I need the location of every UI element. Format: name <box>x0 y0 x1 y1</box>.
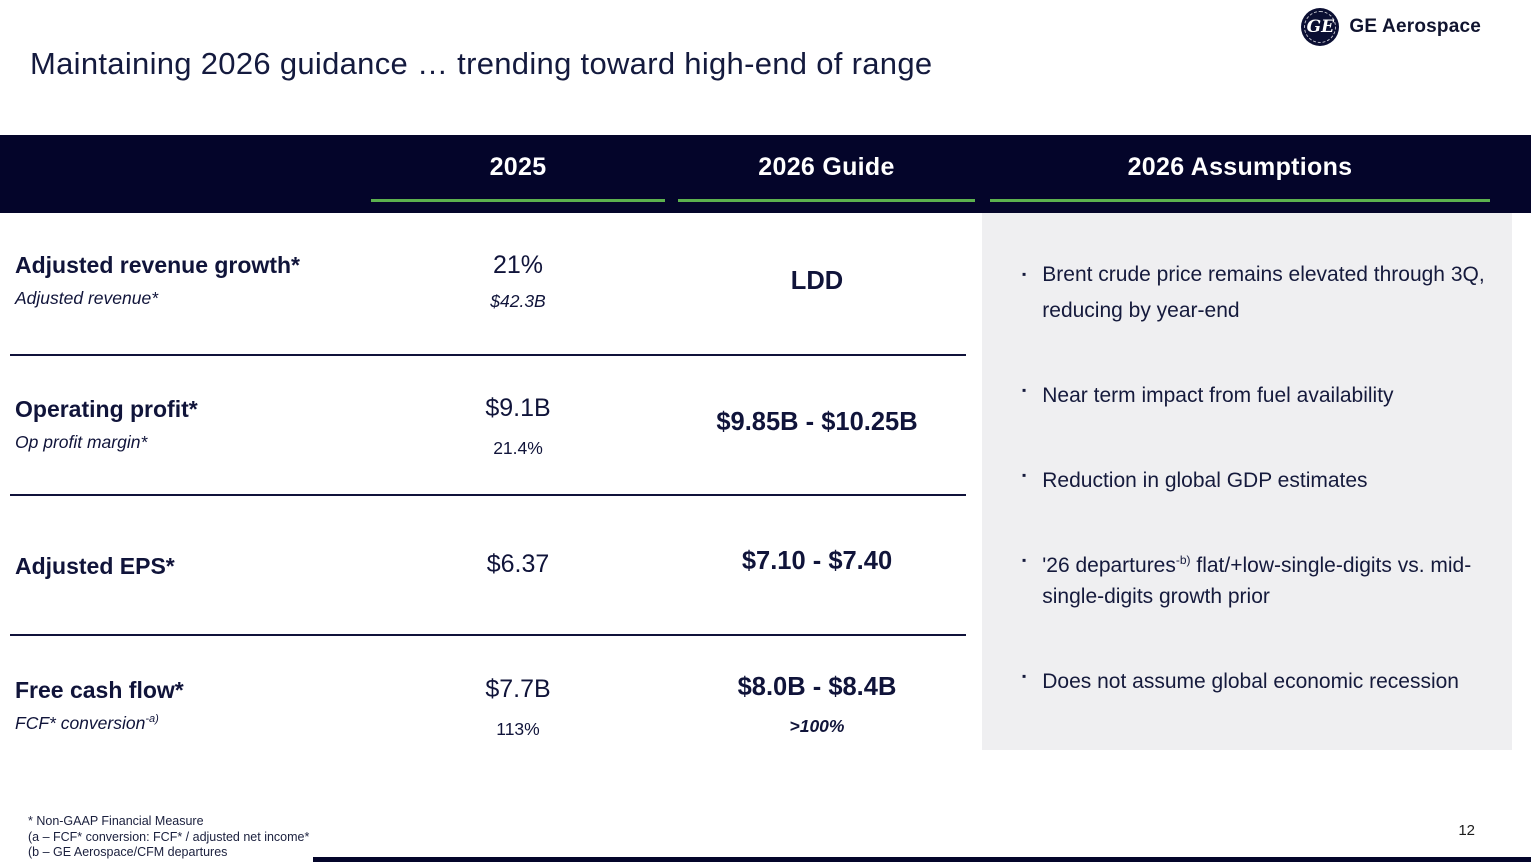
ge-monogram-icon: GE <box>1301 8 1340 46</box>
table-header-bar: 2025 2026 Guide 2026 Assumptions <box>0 135 1531 213</box>
metric-sublabel-sup: -a) <box>145 713 159 726</box>
assumption-text: Near term impact from fuel availability <box>1042 375 1492 411</box>
value-2025-cell: $6.37 <box>371 550 665 579</box>
guide-value: $8.0B - $8.4B <box>737 673 897 701</box>
value-2025-cell: 21% $42.3B <box>371 251 665 312</box>
guide-value: LDD <box>790 267 844 295</box>
guide-value: $9.85B - $10.25B <box>716 408 918 436</box>
list-item: ▪ Reduction in global GDP estimates <box>1022 460 1492 496</box>
metric-sublabel-text: FCF* conversion <box>15 713 146 733</box>
metric-label: Free cash flow* <box>15 677 184 703</box>
metric-label-cell: Adjusted revenue growth* Adjusted revenu… <box>15 252 367 309</box>
bullet-icon: ▪ <box>1022 468 1027 482</box>
footnotes: * Non-GAAP Financial Measure (a – FCF* c… <box>28 814 309 861</box>
assumptions-list: ▪ Brent crude price remains elevated thr… <box>982 213 1512 697</box>
bottom-accent-bar <box>313 857 1531 862</box>
underline-2025 <box>371 199 665 202</box>
footnote-line: (b – GE Aerospace/CFM departures <box>28 845 228 859</box>
column-header-2026-guide: 2026 Guide <box>758 153 895 181</box>
guide-value: $7.10 - $7.40 <box>741 547 893 575</box>
assumption-text-sup: -b) <box>1175 553 1191 567</box>
value-2025-sub: $42.3B <box>490 291 546 311</box>
guide-cell: $8.0B - $8.4B >100% <box>666 673 968 737</box>
table-row: Operating profit* Op profit margin* $9.1… <box>0 356 982 494</box>
ge-monogram-text: GE <box>1306 16 1335 37</box>
row-divider <box>10 494 966 496</box>
assumption-text-pre: '26 departures <box>1042 554 1176 577</box>
metric-label-cell: Operating profit* Op profit margin* <box>15 396 367 453</box>
table-row: Adjusted revenue growth* Adjusted revenu… <box>0 230 982 354</box>
value-2025: $7.7B <box>485 675 551 703</box>
footnote-line: (a – FCF* conversion: FCF* / adjusted ne… <box>28 829 310 844</box>
underline-2026-assumptions <box>990 199 1490 202</box>
assumption-text-post: flat/+low-single-digits vs. mid-single-d… <box>1042 554 1472 608</box>
guide-cell: $7.10 - $7.40 <box>666 547 968 576</box>
metric-label: Adjusted EPS* <box>15 553 175 579</box>
assumption-text-pre: Reduction in global GDP estimates <box>1042 469 1368 492</box>
row-divider <box>10 634 966 636</box>
guide-value-sub: >100% <box>789 716 845 736</box>
assumption-text-pre: Does not assume global economic recessio… <box>1042 670 1459 693</box>
ge-aerospace-logo: GE GE Aerospace <box>1301 8 1481 46</box>
assumption-text-pre: Brent crude price remains elevated throu… <box>1042 263 1485 322</box>
table-row: Free cash flow* FCF* conversion-a) $7.7B… <box>0 636 982 770</box>
metric-sublabel-text: Adjusted revenue* <box>15 288 159 308</box>
metric-sublabel: Adjusted revenue* <box>15 288 367 309</box>
bullet-icon: ▪ <box>1022 553 1027 567</box>
metric-label: Operating profit* <box>15 396 198 422</box>
column-header-2025: 2025 <box>489 153 547 181</box>
metric-sublabel-text: Op profit margin* <box>15 432 148 452</box>
bullet-icon: ▪ <box>1022 383 1027 397</box>
value-2025-sub: 113% <box>496 719 540 739</box>
metric-label: Adjusted revenue growth* <box>15 252 300 278</box>
assumption-text: '26 departures-b) flat/+low-single-digit… <box>1042 545 1492 612</box>
guide-cell: $9.85B - $10.25B <box>666 408 968 437</box>
assumptions-panel: ▪ Brent crude price remains elevated thr… <box>982 213 1512 750</box>
assumption-text-pre: Near term impact from fuel availability <box>1042 384 1394 407</box>
list-item: ▪ Near term impact from fuel availabilit… <box>1022 375 1492 411</box>
column-header-2026-assumptions: 2026 Assumptions <box>1127 153 1353 181</box>
value-2025: 21% <box>492 251 544 279</box>
metric-sublabel: FCF* conversion-a) <box>15 713 367 734</box>
metric-label-cell: Free cash flow* FCF* conversion-a) <box>15 677 367 734</box>
metric-sublabel: Op profit margin* <box>15 432 367 453</box>
underline-2026-guide <box>678 199 975 202</box>
slide-title: Maintaining 2026 guidance … trending tow… <box>30 46 933 81</box>
guide-cell: LDD <box>666 267 968 296</box>
list-item: ▪ Does not assume global economic recess… <box>1022 661 1492 697</box>
assumption-text: Brent crude price remains elevated throu… <box>1042 259 1492 326</box>
list-item: ▪ '26 departures-b) flat/+low-single-dig… <box>1022 545 1492 612</box>
value-2025-cell: $7.7B 113% <box>371 675 665 740</box>
row-divider <box>10 354 966 356</box>
list-item: ▪ Brent crude price remains elevated thr… <box>1022 259 1492 326</box>
value-2025: $6.37 <box>486 550 550 578</box>
footnote-line: * Non-GAAP Financial Measure <box>28 814 204 828</box>
value-2025-sub: 21.4% <box>493 438 543 458</box>
table-row: Adjusted EPS* $6.37 $7.10 - $7.40 <box>0 496 982 634</box>
metric-label-cell: Adjusted EPS* <box>15 553 367 580</box>
brand-name: GE Aerospace <box>1349 16 1481 37</box>
value-2025: $9.1B <box>485 394 551 422</box>
bullet-icon: ▪ <box>1022 669 1027 683</box>
page-number: 12 <box>1458 822 1475 839</box>
value-2025-cell: $9.1B 21.4% <box>371 394 665 459</box>
bullet-icon: ▪ <box>1022 267 1027 281</box>
assumption-text: Reduction in global GDP estimates <box>1042 460 1492 496</box>
assumption-text: Does not assume global economic recessio… <box>1042 661 1492 697</box>
